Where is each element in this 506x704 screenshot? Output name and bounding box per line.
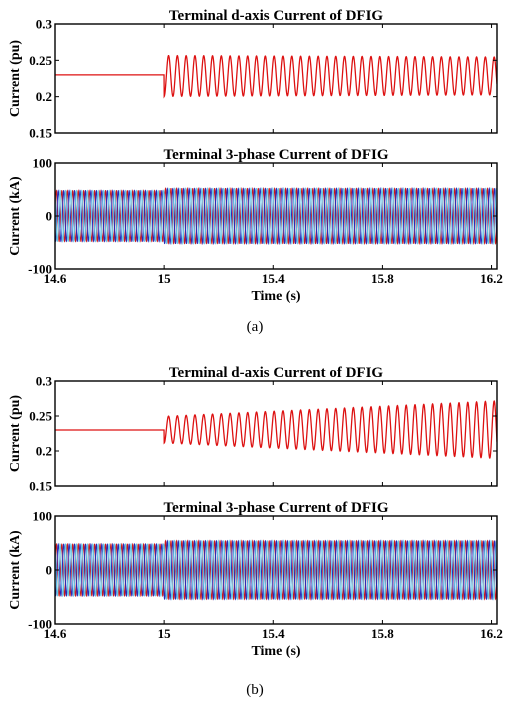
series-group	[55, 54, 497, 99]
phase-current-line-3	[55, 187, 497, 245]
caption-a: (a)	[247, 319, 264, 335]
x-tick-label: 15	[158, 626, 172, 641]
x-tick-label: 15.4	[262, 271, 285, 286]
x-tick-label: 15.4	[262, 626, 285, 641]
plot-frame	[54, 380, 498, 487]
x-axis-label: Time (s)	[251, 644, 300, 659]
phase-current-line-1	[55, 539, 497, 601]
x-tick-label: 15.8	[371, 271, 394, 286]
y-tick-label: 0.3	[36, 374, 53, 389]
x-tick-label: 14.6	[44, 626, 67, 641]
y-axis-label: Current (kA)	[8, 530, 23, 610]
x-tick-label: 15	[158, 271, 172, 286]
y-tick-label: 0	[46, 563, 53, 578]
y-axis-label: Current (pu)	[8, 40, 23, 117]
chart-a-three-phase-current: Terminal 3-phase Current of DFIG -100 0 100…	[8, 147, 503, 304]
y-tick-label: 100	[33, 156, 53, 171]
y-tick-label: 0.2	[36, 444, 52, 459]
x-tick-label: 16.2	[480, 626, 503, 641]
d-axis-current-line	[55, 54, 497, 99]
phase-current-line-2	[55, 187, 497, 245]
y-tick-label: 0.25	[29, 409, 52, 424]
chart-b-three-phase-current: Terminal 3-phase Current of DFIG -100 0 100…	[8, 500, 503, 659]
y-tick-label: 0.15	[29, 479, 52, 494]
chart-title: Terminal d-axis Current of DFIG	[169, 365, 384, 381]
y-tick-label: 0.3	[36, 17, 53, 32]
y-tick-label: -100	[28, 262, 52, 277]
plot-frame	[54, 23, 498, 134]
y-tick-label: -100	[28, 617, 52, 632]
y-tick-label: 0.15	[29, 126, 52, 141]
d-axis-current-line	[55, 400, 497, 460]
chart-title: Terminal 3-phase Current of DFIG	[164, 147, 389, 163]
caption-b: (b)	[246, 682, 264, 698]
chart-a-d-axis-current: Terminal d-axis Current of DFIG 0.15 0.2 0.…	[8, 8, 498, 141]
series-group	[55, 400, 497, 460]
x-axis-label: Time (s)	[251, 289, 300, 304]
chart-b-d-axis-current: Terminal d-axis Current of DFIG 0.15 0.2 0.…	[8, 365, 498, 494]
x-tick-label: 14.6	[44, 271, 67, 286]
y-tick-label: 0.2	[36, 89, 52, 104]
phase-current-line-2	[55, 539, 497, 601]
phase-current-line-1	[55, 187, 497, 245]
chart-title: Terminal 3-phase Current of DFIG	[164, 500, 389, 516]
y-axis-label: Current (pu)	[8, 395, 23, 472]
chart-title: Terminal d-axis Current of DFIG	[169, 8, 384, 24]
x-tick-label: 15.8	[371, 626, 394, 641]
x-tick-label: 16.2	[480, 271, 503, 286]
y-tick-label: 0	[46, 209, 53, 224]
series-group	[55, 187, 497, 245]
series-group	[55, 539, 497, 601]
y-tick-label: 0.25	[29, 53, 52, 68]
phase-current-line-3	[55, 539, 497, 601]
y-tick-label: 100	[33, 509, 53, 524]
y-axis-label: Current (kA)	[8, 176, 23, 256]
